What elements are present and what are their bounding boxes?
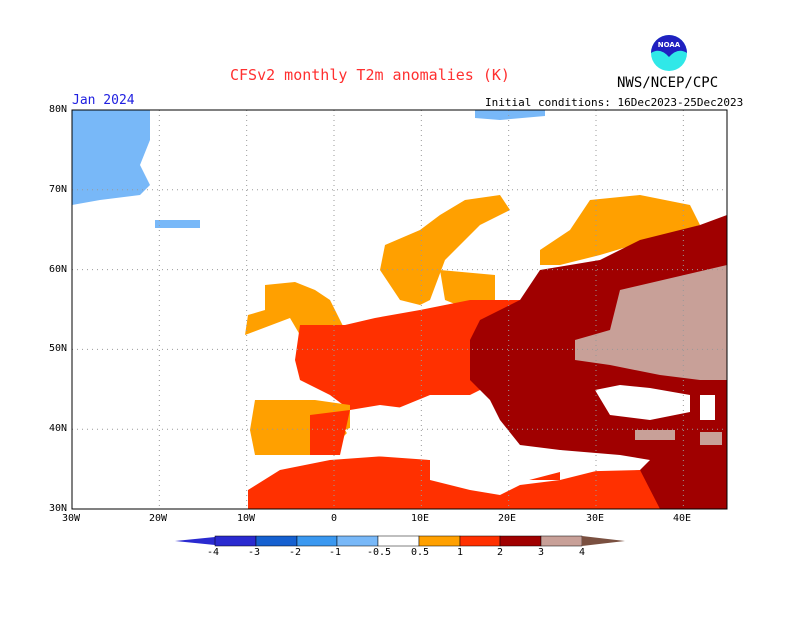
lon-label: 40E: [673, 513, 692, 524]
lat-label: 40N: [49, 423, 68, 434]
initial-conditions: Initial conditions: 16Dec2023-25Dec2023: [485, 96, 744, 109]
anomaly-region-warm: [540, 195, 700, 265]
anomaly-region-warm: [248, 455, 660, 509]
lon-label: 20W: [149, 513, 168, 524]
lat-label: 80N: [49, 104, 68, 115]
colorbar-label: -0.5: [367, 547, 392, 558]
black-sea: [595, 385, 690, 420]
colorbar-bin: [296, 535, 338, 547]
colorbar-bin: [459, 535, 501, 547]
colorbar-label: 3: [538, 547, 545, 558]
colorbar-label: 1: [457, 547, 464, 558]
map-frame: [71, 109, 728, 510]
colorbar-bin: [418, 535, 461, 547]
anomaly-region-warm: [245, 282, 345, 335]
anomaly-region-extreme: [700, 432, 722, 445]
noaa-logo: NOAA: [651, 35, 687, 71]
colorbar-label: 0.5: [411, 547, 430, 558]
lat-label: 30N: [49, 503, 68, 514]
colorbar-label: 2: [497, 547, 504, 558]
figure-title: CFSv2 monthly T2m anomalies (K): [230, 66, 510, 84]
colorbar-bin: [540, 535, 583, 547]
mediterranean-sea: [345, 395, 650, 485]
colorbar-label: -1: [329, 547, 342, 558]
lat-label: 60N: [49, 264, 68, 275]
anomaly-region-warm: [295, 300, 520, 410]
lat-label: 70N: [49, 184, 68, 195]
valid-month: Jan 2024: [72, 93, 135, 108]
agency-label: NWS/NCEP/CPC: [617, 75, 719, 91]
anomaly-region-extreme: [635, 430, 675, 440]
colorbar-low-arrow: [175, 537, 215, 545]
caspian-sea: [700, 395, 715, 420]
lat-label: 50N: [49, 343, 68, 354]
colorbar-bin: [214, 535, 257, 547]
colorbar-label: -3: [248, 547, 261, 558]
colorbar-bin: [377, 535, 420, 547]
lon-label: 30W: [62, 513, 81, 524]
colorbar: [175, 535, 625, 547]
graticule: [72, 110, 727, 509]
svg-text:NOAA: NOAA: [658, 41, 681, 49]
anomaly-field: [72, 110, 727, 509]
anomaly-region-warm: [380, 195, 510, 305]
lon-label: 10E: [411, 513, 430, 524]
lon-label: 20E: [498, 513, 517, 524]
colorbar-bin: [255, 535, 298, 547]
anomaly-region-cool: [72, 110, 150, 205]
lon-label: 10W: [237, 513, 256, 524]
anomaly-region-cool: [475, 110, 545, 120]
colorbar-high-arrow: [582, 536, 625, 546]
anomaly-region-extreme: [575, 265, 727, 380]
anomaly-region-cool: [155, 220, 200, 228]
colorbar-label: -4: [207, 547, 220, 558]
colorbar-bin: [336, 535, 379, 547]
lon-label: 0: [331, 513, 338, 524]
colorbar-bin: [499, 535, 542, 547]
anomaly-region-warm: [310, 410, 350, 455]
colorbar-label: -2: [289, 547, 302, 558]
lon-label: 30E: [586, 513, 605, 524]
colorbar-label: 4: [579, 547, 586, 558]
